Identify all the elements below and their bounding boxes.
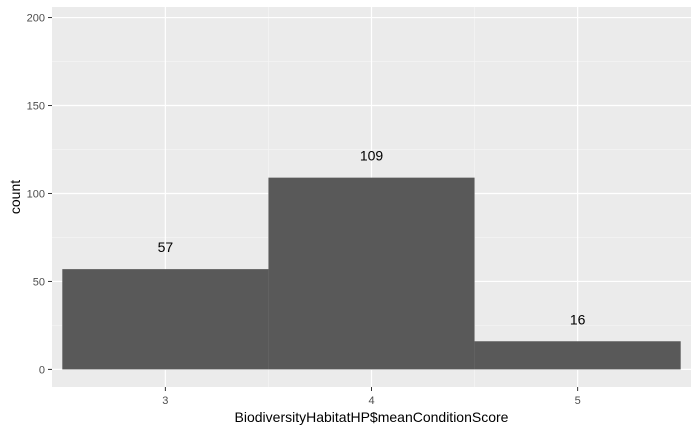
histogram-bar <box>62 269 269 370</box>
bar-count-label: 57 <box>158 239 174 255</box>
bar-count-label: 16 <box>570 311 586 327</box>
y-tick-label: 100 <box>27 188 45 200</box>
x-tick-label: 3 <box>162 395 168 407</box>
y-axis-title: count <box>7 180 23 214</box>
histogram-bar <box>474 341 681 370</box>
x-axis-title: BiodiversityHabitatHP$meanConditionScore <box>235 409 509 425</box>
bar-count-label: 109 <box>360 148 384 164</box>
y-tick-label: 50 <box>33 276 45 288</box>
histogram-bar <box>268 177 475 370</box>
bars <box>62 177 681 370</box>
x-axis: 3 4 5 <box>162 387 581 407</box>
y-axis: 0 50 100 150 200 <box>27 13 52 376</box>
y-tick-label: 200 <box>27 13 45 25</box>
y-tick-label: 150 <box>27 101 45 113</box>
data-labels: 57 109 16 <box>158 148 586 328</box>
x-tick-label: 5 <box>575 395 581 407</box>
x-tick-label: 4 <box>368 395 374 407</box>
y-tick-label: 0 <box>39 364 45 376</box>
